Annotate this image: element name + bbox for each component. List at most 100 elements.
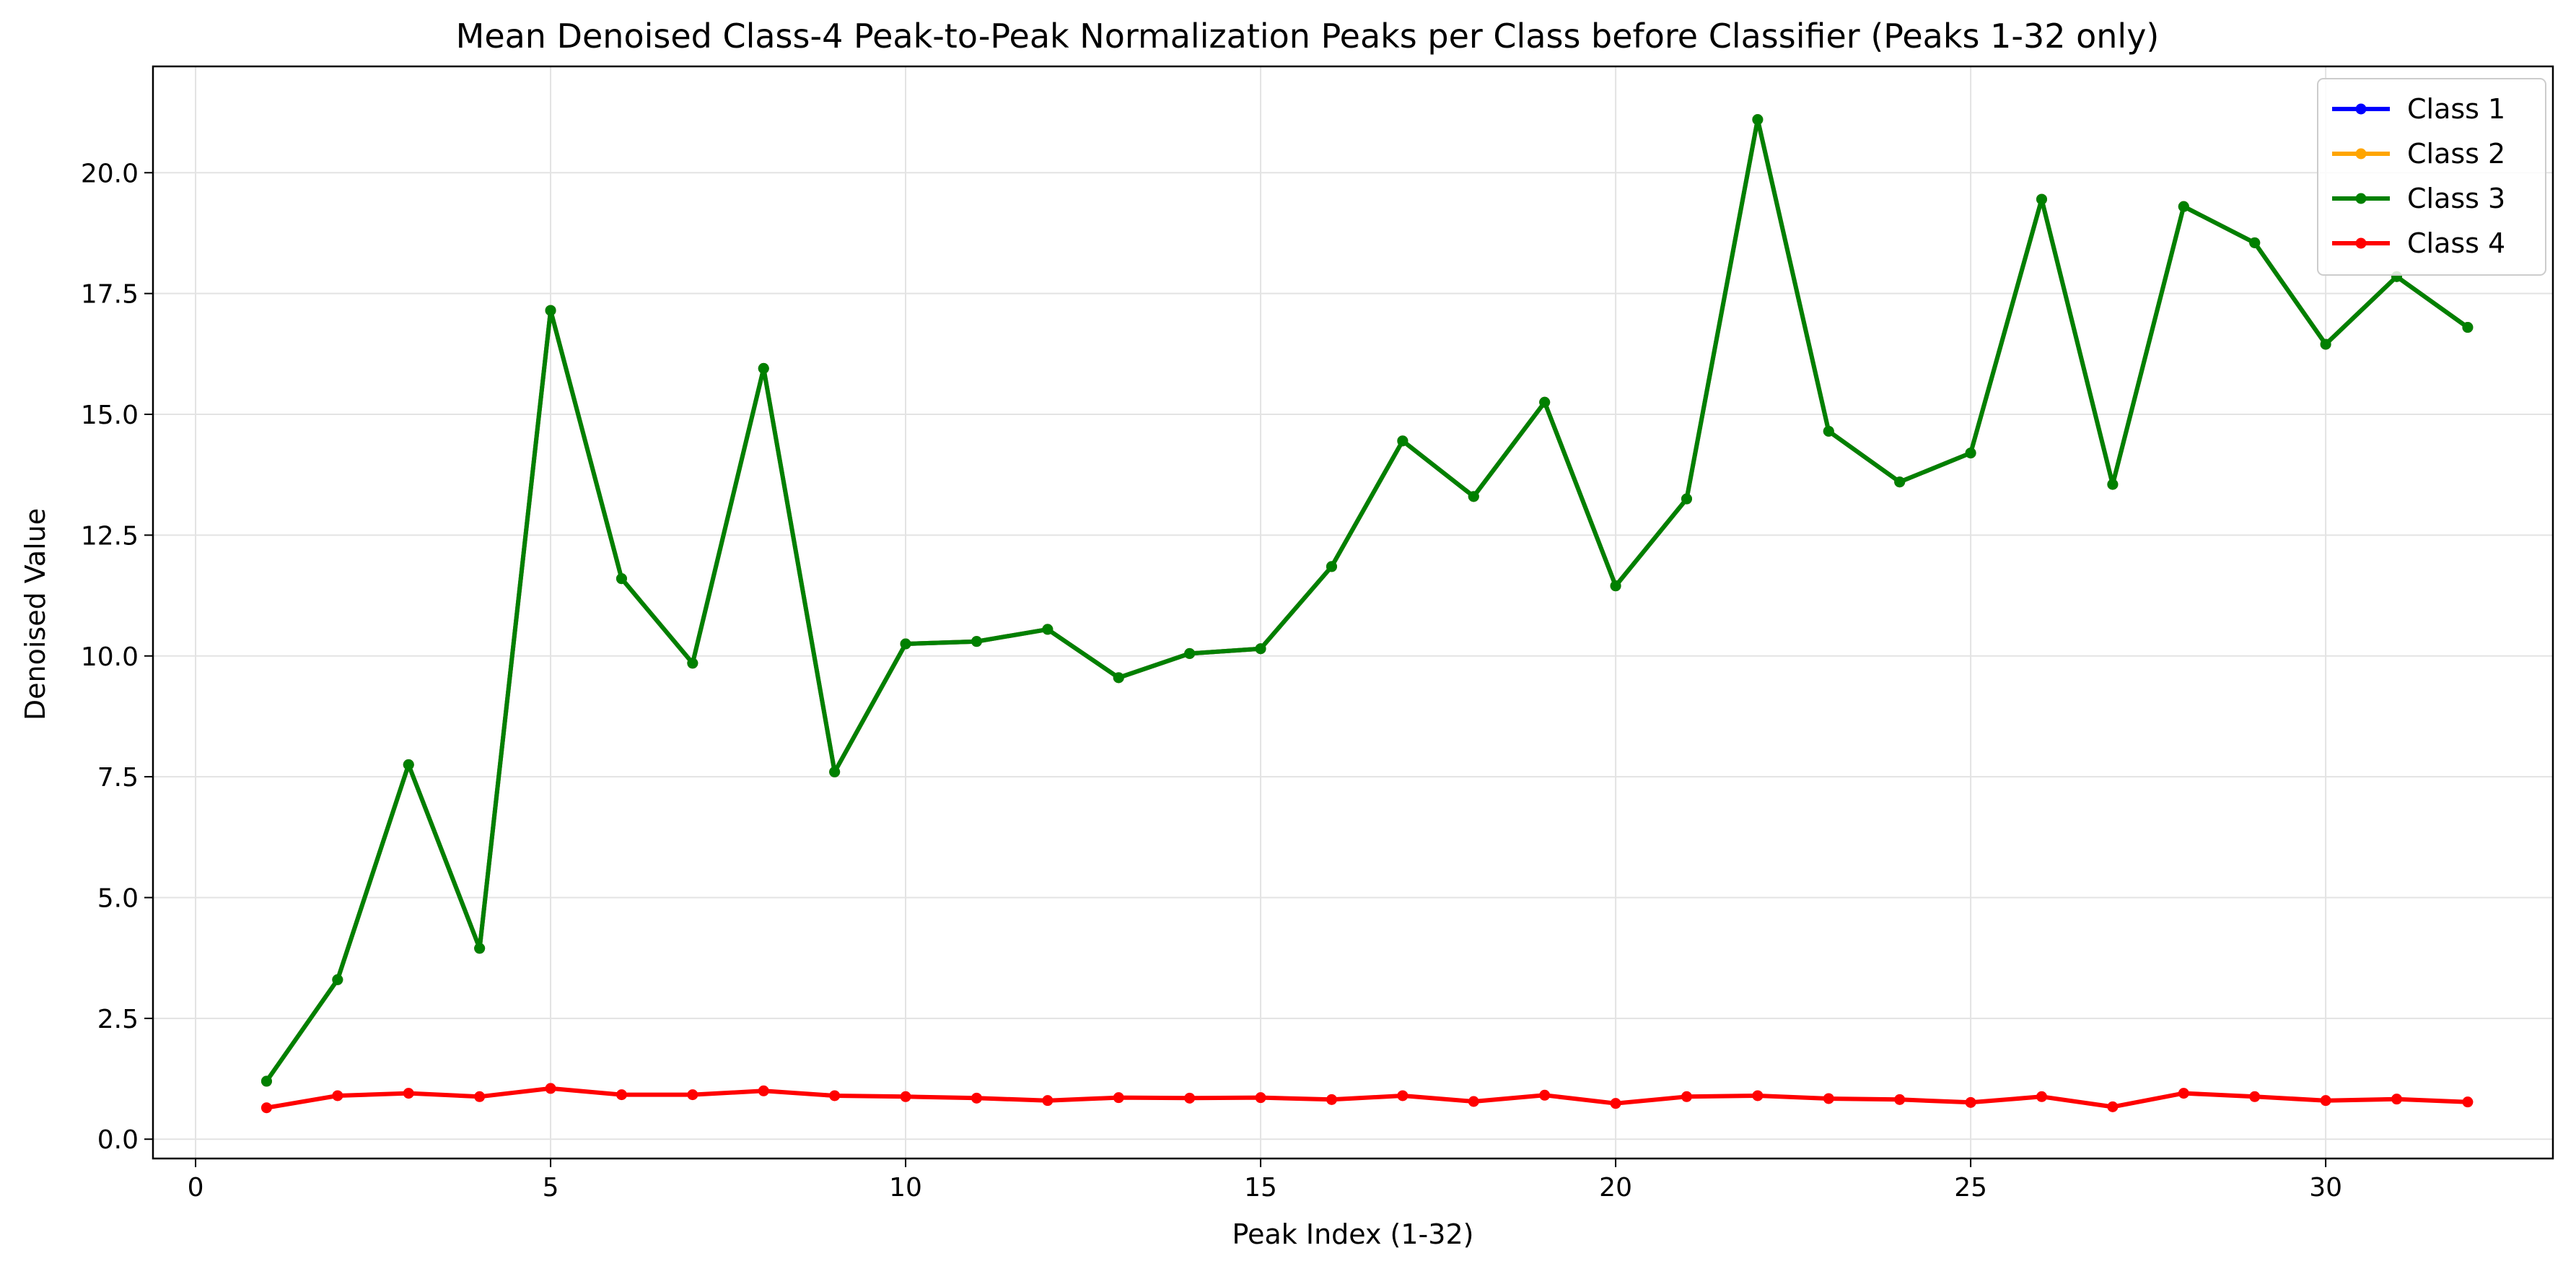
legend-marker xyxy=(2355,237,2367,249)
data-point xyxy=(260,1076,272,1087)
axis-ticks: 0 5 10 15 20 25 30 0.0 2.5 5.0 7.5 10.0 12.5 15.0 17.5… xyxy=(81,159,2342,1203)
x-tick-label: 15 xyxy=(1244,1173,1277,1203)
x-tick-label: 30 xyxy=(2309,1173,2342,1203)
series-3 xyxy=(260,114,2474,1087)
data-point xyxy=(2107,1101,2119,1112)
series-line xyxy=(264,117,2469,1083)
data-point xyxy=(1752,114,1764,126)
data-point xyxy=(2249,237,2261,248)
data-point xyxy=(1255,1092,1266,1104)
data-point xyxy=(2036,1091,2048,1102)
legend-label: Class 4 xyxy=(2407,227,2505,259)
data-point xyxy=(1113,1092,1124,1104)
data-point xyxy=(1042,1095,1053,1107)
data-point xyxy=(2462,1096,2474,1108)
series-lines xyxy=(260,114,2474,1114)
legend-item: Class 4 xyxy=(2332,227,2505,259)
y-tick-label: 0.0 xyxy=(97,1125,139,1155)
data-point xyxy=(545,1083,556,1094)
series-line xyxy=(264,117,2469,1083)
legend-box xyxy=(2317,78,2546,276)
legend-label: Class 1 xyxy=(2407,93,2505,125)
data-point xyxy=(1184,1092,1196,1104)
data-point xyxy=(2036,193,2048,205)
data-point xyxy=(2249,1091,2261,1102)
y-tick-label: 15.0 xyxy=(81,401,139,430)
data-point xyxy=(2320,1095,2331,1107)
data-point xyxy=(687,1089,698,1101)
data-point xyxy=(1610,1098,1621,1109)
legend-item: Class 3 xyxy=(2332,183,2505,214)
data-point xyxy=(1326,1094,1337,1105)
legend: Class 1 Class 2 Class 3 Class 4 xyxy=(2317,78,2546,276)
data-point xyxy=(474,1091,486,1102)
data-point xyxy=(1113,672,1124,684)
y-tick-label: 12.5 xyxy=(81,521,139,551)
data-point xyxy=(260,1102,272,1114)
data-point xyxy=(1397,435,1409,447)
data-point xyxy=(1894,476,1906,488)
data-point xyxy=(332,1090,343,1101)
data-point xyxy=(1965,1096,1976,1108)
data-point xyxy=(2462,322,2474,333)
data-point xyxy=(615,573,627,585)
data-point xyxy=(971,1092,982,1104)
series-1 xyxy=(260,114,2474,1087)
data-point xyxy=(1397,1090,1409,1101)
data-point xyxy=(403,1088,414,1099)
x-tick-label: 20 xyxy=(1599,1173,1632,1203)
data-point xyxy=(332,974,343,985)
data-point xyxy=(1539,396,1551,408)
data-point xyxy=(1326,561,1337,572)
data-point xyxy=(1894,1094,1906,1105)
x-tick-label: 25 xyxy=(1954,1173,1987,1203)
data-point xyxy=(900,638,911,650)
data-point xyxy=(1752,1090,1764,1101)
series-4 xyxy=(260,1083,2474,1114)
data-point xyxy=(1965,448,1976,459)
data-point xyxy=(900,1091,911,1102)
data-point xyxy=(474,943,486,954)
data-point xyxy=(829,1090,841,1101)
data-point xyxy=(1681,1091,1692,1102)
grid xyxy=(153,66,2553,1159)
data-point xyxy=(2178,1088,2189,1099)
data-point xyxy=(1823,425,1834,437)
data-point xyxy=(1539,1089,1551,1101)
data-point xyxy=(758,362,769,374)
legend-item: Class 1 xyxy=(2332,93,2505,125)
y-tick-label: 2.5 xyxy=(97,1005,139,1034)
data-point xyxy=(1255,643,1266,655)
legend-marker xyxy=(2355,103,2367,115)
data-point xyxy=(545,305,556,316)
y-tick-label: 7.5 xyxy=(97,763,139,793)
series-line xyxy=(266,1086,2468,1110)
legend-marker xyxy=(2355,148,2367,160)
data-point xyxy=(1610,580,1621,592)
data-point xyxy=(971,636,982,647)
y-axis-label: Denoised Value xyxy=(19,508,51,720)
chart-title: Mean Denoised Class-4 Peak-to-Peak Norma… xyxy=(456,17,2160,56)
data-point xyxy=(1184,647,1196,659)
data-point xyxy=(1042,624,1053,635)
x-tick-label: 10 xyxy=(889,1173,922,1203)
y-tick-label: 17.5 xyxy=(81,280,139,310)
data-point xyxy=(2178,201,2189,212)
data-point xyxy=(687,658,698,669)
legend-item: Class 2 xyxy=(2332,138,2505,170)
data-point xyxy=(2391,1094,2403,1105)
data-point xyxy=(829,766,841,777)
legend-label: Class 3 xyxy=(2407,183,2505,214)
x-tick-label: 5 xyxy=(543,1173,559,1203)
data-point xyxy=(1468,491,1479,502)
series-2 xyxy=(260,114,2474,1087)
data-point xyxy=(2320,339,2331,350)
data-point xyxy=(1468,1096,1479,1107)
data-point xyxy=(1823,1093,1834,1104)
plot-frame xyxy=(152,65,2554,1160)
data-point xyxy=(403,759,414,770)
y-tick-label: 5.0 xyxy=(97,883,139,913)
legend-marker xyxy=(2355,193,2367,204)
